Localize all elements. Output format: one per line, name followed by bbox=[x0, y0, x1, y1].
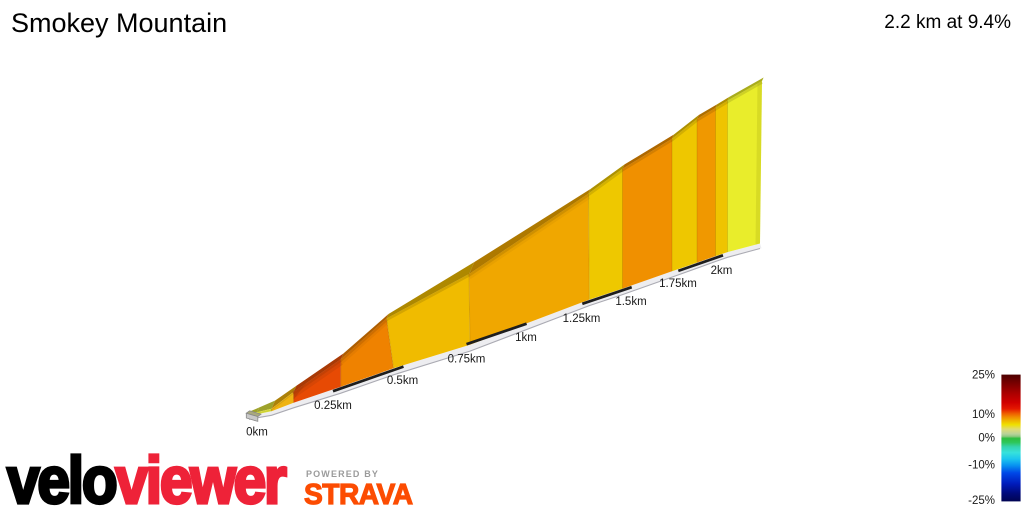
svg-text:-10%: -10% bbox=[968, 460, 995, 472]
svg-text:-25%: -25% bbox=[968, 495, 995, 507]
svg-text:25%: 25% bbox=[972, 370, 995, 382]
svg-text:0%: 0% bbox=[978, 433, 995, 445]
svg-text:1km: 1km bbox=[515, 332, 537, 344]
svg-text:1.75km: 1.75km bbox=[659, 278, 697, 290]
svg-text:1.5km: 1.5km bbox=[615, 296, 646, 308]
svg-text:0.25km: 0.25km bbox=[314, 400, 352, 412]
svg-text:10%: 10% bbox=[972, 409, 995, 421]
svg-text:0.75km: 0.75km bbox=[448, 353, 486, 365]
svg-text:2km: 2km bbox=[711, 265, 733, 277]
svg-text:0km: 0km bbox=[246, 427, 268, 439]
svg-text:0.5km: 0.5km bbox=[387, 375, 418, 387]
svg-text:1.25km: 1.25km bbox=[563, 313, 601, 325]
